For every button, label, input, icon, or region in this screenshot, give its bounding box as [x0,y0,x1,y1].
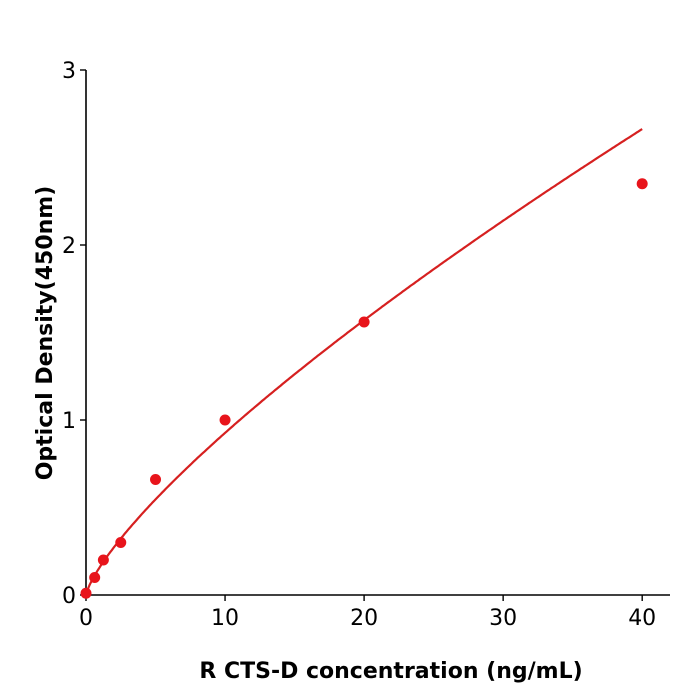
fit-curve [84,128,643,596]
x-tick-label: 20 [350,606,378,631]
x-tick-label: 0 [79,606,93,631]
data-point [89,572,101,583]
data-point [358,316,370,328]
data-point [80,587,92,599]
data-point [115,537,127,548]
x-tick-label: 40 [628,606,656,631]
data-point [150,474,162,485]
y-axis-label: Optical Density(450nm) [33,186,58,481]
data-point [97,554,109,566]
data-point [636,178,648,190]
x-tick-label: 30 [489,606,517,631]
x-tick-label: 10 [211,606,239,631]
y-tick-label: 2 [62,234,76,259]
y-tick-label: 1 [62,409,76,434]
y-tick-label: 3 [62,59,76,84]
x-axis-label: R CTS-D concentration (ng/mL) [199,659,582,684]
data-point [219,414,231,426]
y-tick-label: 0 [62,584,76,609]
